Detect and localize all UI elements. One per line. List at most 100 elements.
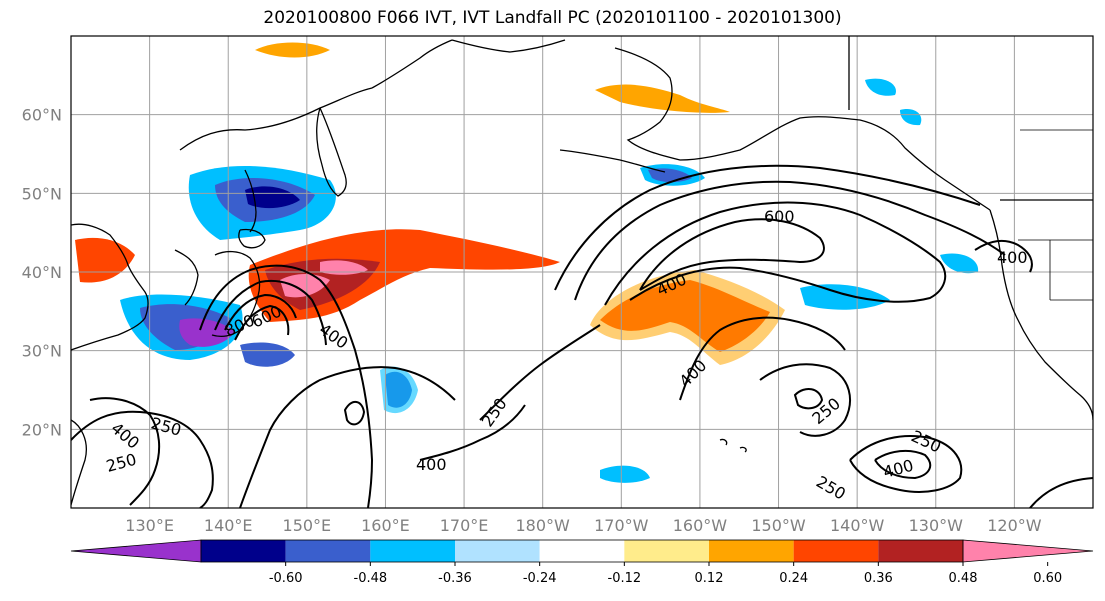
colorbar-tick-label: -0.60 bbox=[269, 571, 303, 586]
lat-tick-label: 50°N bbox=[22, 184, 62, 203]
contour-250-se bbox=[849, 435, 963, 493]
axis-labels: 60°N 50°N 40°N 30°N 20°N 130°E 140°E 150°E 160°E… bbox=[22, 106, 1042, 535]
contour-label: 400 bbox=[675, 356, 710, 391]
colorbar-tick-label: 0.36 bbox=[864, 571, 893, 586]
lat-tick-label: 30°N bbox=[22, 342, 62, 361]
colorbar-tick-label: 0.48 bbox=[949, 571, 978, 586]
colorbar-tick-label: -0.36 bbox=[438, 571, 472, 586]
lat-tick-label: 40°N bbox=[22, 263, 62, 282]
contour-600-pacific bbox=[604, 201, 947, 306]
colorbar-tick-label: -0.24 bbox=[523, 571, 557, 586]
subtropic-negative bbox=[240, 342, 295, 367]
kamchatka-anomaly bbox=[255, 42, 330, 58]
colorbar-tick-label: -0.12 bbox=[608, 571, 642, 586]
lon-tick-label: 180°W bbox=[516, 516, 571, 535]
colorbar-tick-label: 0.12 bbox=[695, 571, 724, 586]
contour-400-na bbox=[974, 239, 1033, 273]
contour-400-jet bbox=[199, 264, 374, 508]
contour-250-center bbox=[479, 324, 601, 421]
alaska-coast bbox=[614, 47, 991, 211]
lon-tick-label: 160°W bbox=[673, 516, 728, 535]
south-japan-negative-deep bbox=[179, 318, 235, 347]
japan-negative-deep bbox=[245, 186, 300, 209]
contour-label: 250 bbox=[149, 414, 183, 440]
colorbar-segment bbox=[624, 540, 709, 562]
sakhalin-coast bbox=[244, 169, 257, 233]
ivt-contours bbox=[71, 164, 1093, 508]
colorbar-segment bbox=[201, 540, 286, 562]
pc-anomaly-fills bbox=[75, 42, 979, 483]
contour-label: 600 bbox=[764, 207, 795, 226]
lon-tick-label: 140°E bbox=[204, 516, 253, 535]
colorbar-segment bbox=[539, 540, 625, 562]
mid-negative-halo bbox=[380, 366, 418, 414]
korea-coast bbox=[174, 249, 199, 306]
lon-tick-label: 140°W bbox=[830, 516, 885, 535]
hokkaido-coast bbox=[238, 228, 266, 249]
lon-tick-label: 120°W bbox=[987, 516, 1042, 535]
map-frame bbox=[70, 35, 1094, 509]
contour-250-east bbox=[759, 363, 851, 437]
se-negative bbox=[940, 253, 979, 274]
canada-border bbox=[848, 36, 1093, 201]
contour-small-loop bbox=[343, 401, 366, 426]
lon-tick-label: 160°E bbox=[361, 516, 410, 535]
colorbar-segment bbox=[878, 540, 963, 562]
coastlines bbox=[71, 36, 1093, 506]
asia-coast bbox=[71, 223, 149, 351]
contour-400-east bbox=[679, 316, 846, 401]
canada-negative bbox=[865, 78, 896, 96]
contour-label: 250 bbox=[104, 450, 138, 476]
siberia-coast bbox=[371, 39, 453, 89]
colorbar-extend-high bbox=[962, 539, 1094, 563]
contour-labels: 600 400 400 400 800 600 250 400 250 250 … bbox=[104, 207, 1027, 504]
contour-400-west bbox=[89, 397, 161, 506]
peak-anomaly-2 bbox=[320, 260, 368, 275]
lon-tick-label: 130°W bbox=[909, 516, 964, 535]
contour-small-loop-2 bbox=[793, 388, 824, 410]
lon-tick-label: 130°E bbox=[125, 516, 174, 535]
contour-label: 250 bbox=[808, 394, 844, 428]
lat-tick-label: 60°N bbox=[22, 106, 62, 125]
colorbar-segment bbox=[285, 540, 371, 562]
lon-tick-label: 150°W bbox=[751, 516, 806, 535]
lon-tick-label: 170°W bbox=[594, 516, 649, 535]
kamchatka-coast bbox=[316, 107, 347, 197]
colorbar-tick-label: 0.60 bbox=[1033, 571, 1062, 586]
contour-400-se bbox=[874, 449, 932, 480]
contour-400-mid bbox=[419, 404, 526, 461]
lat-tick-label: 20°N bbox=[22, 420, 62, 439]
chart-title: 2020100800 F066 IVT, IVT Landfall PC (20… bbox=[263, 8, 842, 28]
contour-250-pacific bbox=[554, 164, 981, 291]
taiwan-coast bbox=[71, 419, 87, 506]
us-states bbox=[1018, 129, 1093, 301]
contour-label: 400 bbox=[416, 455, 447, 474]
na-west-coast bbox=[989, 209, 1093, 421]
contour-250-west bbox=[71, 410, 214, 508]
contour-800-jet bbox=[224, 293, 297, 331]
lon-tick-label: 150°E bbox=[283, 516, 332, 535]
contour-600-jet bbox=[214, 280, 327, 346]
ak-negative bbox=[900, 109, 922, 126]
colorbar-segment bbox=[793, 540, 879, 562]
colorbar: -0.60 -0.48 -0.36 -0.24 -0.12 0.12 0.24 0.36 0.4… bbox=[70, 539, 1094, 586]
north-anomaly bbox=[595, 84, 730, 113]
npac-negative bbox=[800, 284, 890, 310]
contour-label: 400 bbox=[107, 419, 143, 453]
chukotka-coast bbox=[451, 39, 566, 53]
okhotsk-coast bbox=[179, 87, 373, 151]
sw-negative bbox=[600, 465, 650, 483]
aleutians bbox=[559, 149, 666, 173]
colorbar-tick-label: -0.48 bbox=[354, 571, 388, 586]
colorbar-segment bbox=[709, 540, 794, 562]
colorbar-tick-label: 0.24 bbox=[779, 571, 808, 586]
contour-250-mid bbox=[239, 366, 456, 508]
colorbar-frame bbox=[200, 539, 964, 563]
contour-250-far-east bbox=[1029, 477, 1093, 508]
contour-600-inner bbox=[639, 218, 825, 291]
contour-400-pacific bbox=[574, 180, 1006, 301]
contour-ring-a bbox=[234, 304, 290, 341]
colorbar-segment bbox=[370, 540, 455, 562]
lon-tick-label: 170°E bbox=[440, 516, 489, 535]
